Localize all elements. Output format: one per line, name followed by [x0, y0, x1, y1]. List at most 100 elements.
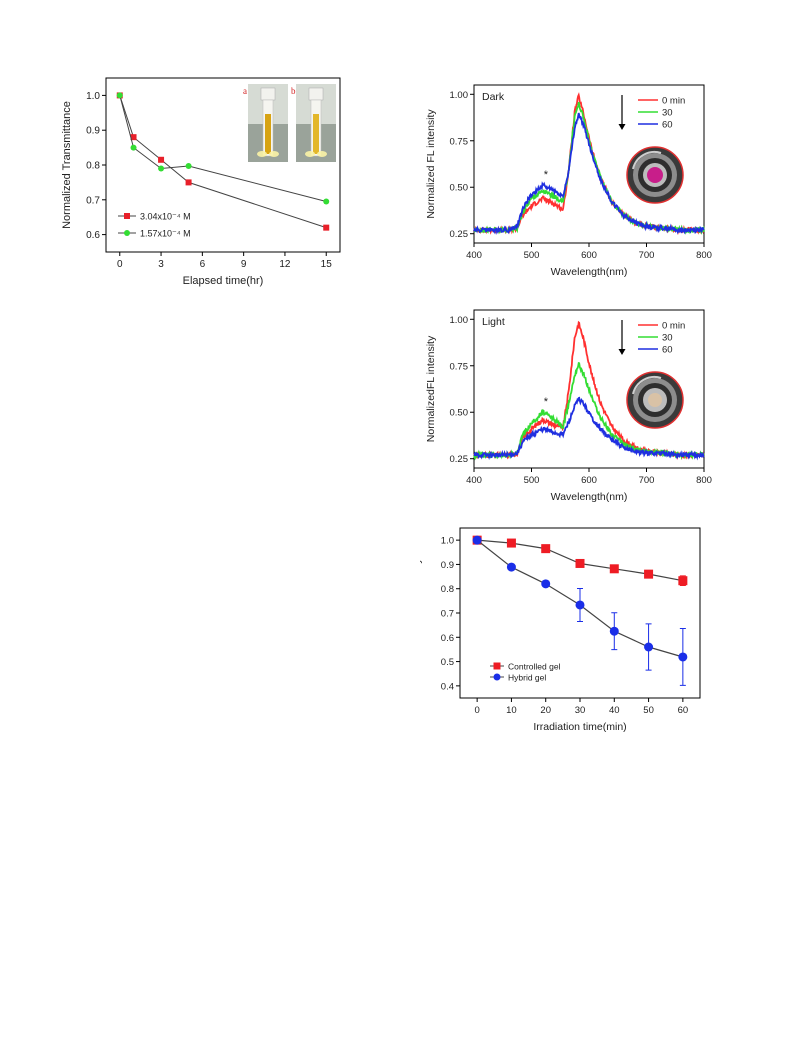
x-tick-label: 700: [639, 475, 655, 486]
series-line-1: [119, 95, 327, 202]
y-tick-label: 0.75: [450, 136, 469, 147]
x-axis-label: Elapsed time(hr): [183, 275, 264, 287]
data-point: [609, 564, 619, 574]
data-point: [575, 600, 585, 610]
vial-photo-icon: [296, 84, 336, 162]
x-tick-label: 600: [581, 250, 597, 261]
legend-entry: Controlled gel: [508, 662, 561, 672]
x-tick-label: 6: [200, 259, 206, 270]
x-tick-label: 30: [575, 705, 586, 716]
gel-dish-photo-icon: [626, 371, 684, 429]
x-tick-label: 3: [158, 259, 164, 270]
panel-title: Dark: [482, 91, 505, 103]
data-point: [158, 156, 165, 163]
x-tick-label: 800: [696, 475, 712, 486]
arrow-head-icon: [618, 349, 626, 355]
legend-entry: 60: [662, 345, 673, 356]
x-tick-label: 40: [609, 705, 620, 716]
x-axis-label: Irradiation time(min): [533, 721, 626, 733]
legend-marker: [124, 230, 130, 236]
x-tick-label: 400: [466, 475, 482, 486]
x-tick-label: 50: [643, 705, 654, 716]
data-point: [506, 538, 516, 548]
y-tick-label: 0.6: [86, 230, 100, 241]
chart-fl-light: 400 500 600 700 800 0.25 0.50 0.75 1.00 Wavelengt…: [425, 309, 712, 503]
y-tick-label: 0.8: [86, 161, 100, 172]
y-tick-label: 0.5: [441, 657, 454, 668]
y-tick-label: 1.0: [86, 91, 100, 102]
data-point: [609, 626, 619, 636]
legend-entry: 30: [662, 333, 673, 344]
data-point: [506, 562, 516, 572]
x-tick-label: 20: [540, 705, 551, 716]
data-point: [472, 535, 482, 545]
chart-fl-irradiation: 0 10 20 30 40 50 60 0.4 0.5 0.6 0.7 0.8 0.9 1.0 Irradi…: [420, 527, 701, 733]
y-tick-label: 1.0: [441, 536, 454, 547]
chart-fl-dark: 400 500 600 700 800 0.25 0.50 0.75 1.00 Wavelengt…: [425, 84, 712, 278]
x-tick-label: 500: [524, 475, 540, 486]
x-tick-label: 12: [279, 259, 291, 270]
x-tick-label: 700: [639, 250, 655, 261]
data-point: [644, 569, 654, 579]
y-tick-label: 1.00: [450, 90, 469, 101]
gel-dish-photo-icon: [626, 146, 684, 204]
data-point: [541, 579, 551, 589]
data-point: [130, 144, 137, 151]
x-tick-label: 10: [506, 705, 517, 716]
series-line-2: [473, 112, 705, 235]
data-point: [158, 165, 165, 172]
arrow-head-icon: [618, 124, 626, 130]
x-tick-label: 60: [678, 705, 689, 716]
data-point: [116, 92, 123, 99]
y-tick-label: 0.7: [441, 609, 454, 620]
y-axis-label: Normalized Transmittance: [61, 101, 73, 229]
data-point: [130, 134, 137, 141]
series-line-0: [119, 95, 327, 229]
data-point: [541, 544, 551, 554]
y-tick-label: 0.4: [441, 681, 454, 692]
y-tick-label: 0.50: [450, 408, 469, 419]
y-tick-label: 0.25: [450, 229, 469, 240]
x-tick-label: 800: [696, 250, 712, 261]
x-tick-label: 400: [466, 250, 482, 261]
data-point: [678, 652, 688, 662]
panel-title: Light: [482, 316, 505, 328]
legend-entry: 0 min: [662, 321, 685, 332]
x-tick-label: 600: [581, 475, 597, 486]
legend-entry: 0 min: [662, 96, 685, 107]
y-axis-label: Normalized FL intensity: [420, 558, 423, 668]
legend-marker: [493, 662, 501, 670]
y-tick-label: 0.8: [441, 584, 454, 595]
x-tick-label: 15: [321, 259, 333, 270]
legend-entry: 60: [662, 120, 673, 131]
y-tick-label: 0.7: [86, 195, 100, 206]
x-axis-label: Wavelength(nm): [551, 266, 628, 278]
y-tick-label: 0.75: [450, 361, 469, 372]
data-point: [185, 163, 192, 170]
legend-entry: 1.57x10⁻⁴ M: [140, 229, 191, 239]
y-axis-label: NormalizedFL intensity: [425, 335, 437, 442]
data-point: [185, 179, 192, 186]
y-tick-label: 1.00: [450, 315, 469, 326]
chart-transmittance: 0 3 6 9 12 15 0.6 0.7 0.8 0.9 1.0 Elapsed time(hr) N…: [61, 77, 341, 287]
peak-annotation: *: [544, 396, 549, 408]
data-point: [323, 198, 330, 205]
y-axis-label: Normalized FL intensity: [425, 109, 437, 219]
inset-label: b: [291, 86, 296, 96]
x-tick-label: 500: [524, 250, 540, 261]
legend-entry: Hybrid gel: [508, 673, 546, 683]
x-tick-label: 9: [241, 259, 247, 270]
y-tick-label: 0.25: [450, 454, 469, 465]
legend-entry: 3.04x10⁻⁴ M: [140, 212, 191, 222]
legend-marker: [493, 673, 501, 681]
y-tick-label: 0.9: [441, 560, 454, 571]
data-point: [323, 224, 330, 231]
peak-annotation: *: [544, 169, 549, 181]
y-tick-label: 0.9: [86, 126, 100, 137]
vial-photo-icon: [248, 84, 288, 162]
series-line-2: [473, 396, 705, 461]
data-point: [575, 558, 585, 568]
x-tick-label: 0: [474, 705, 479, 716]
data-point: [678, 576, 688, 586]
legend-entry: 30: [662, 108, 673, 119]
